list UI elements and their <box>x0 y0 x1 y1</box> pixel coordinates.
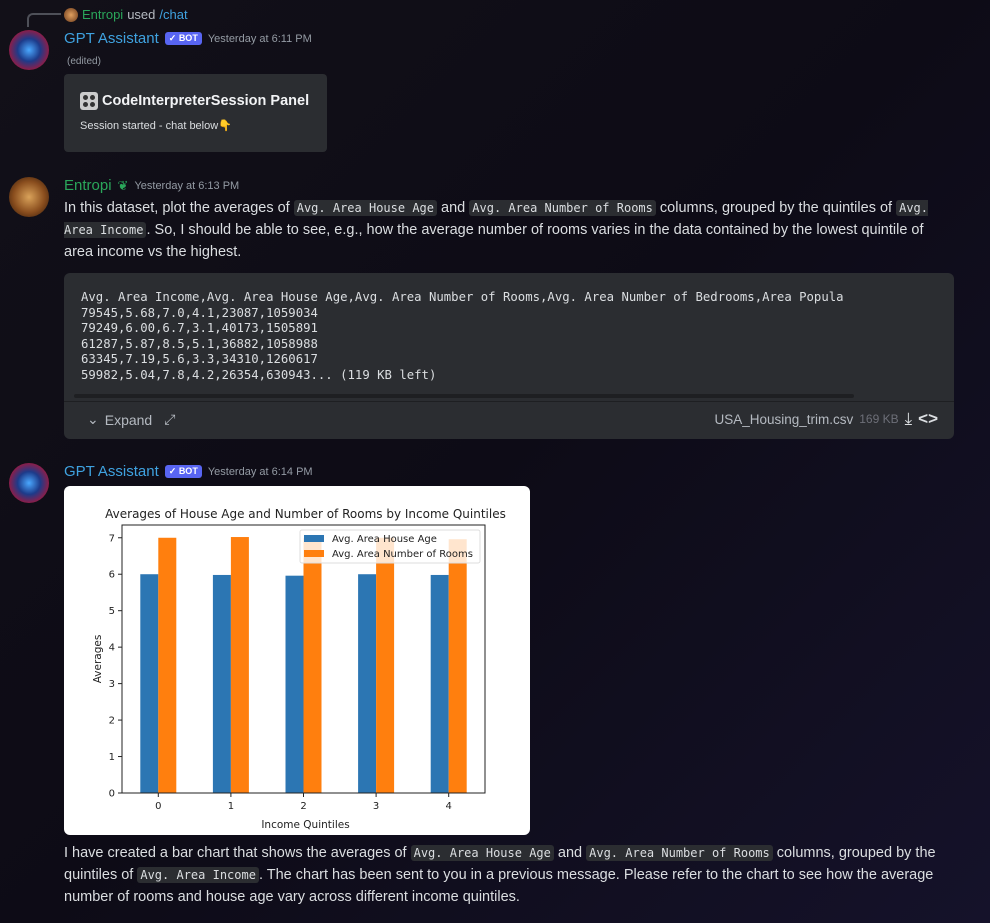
bar-1-0 <box>158 537 177 793</box>
bar-1-3 <box>376 537 395 793</box>
bar-0-4 <box>430 574 449 793</box>
plot-frame <box>121 524 486 794</box>
y-tick-label: 4 <box>109 643 115 654</box>
bar-1-4 <box>448 539 467 793</box>
chart-image[interactable]: Averages of House Age and Number of Room… <box>64 486 530 835</box>
y-tick-label: 0 <box>109 789 115 800</box>
x-tick-label: 0 <box>155 801 161 812</box>
expand-button[interactable]: ⌄ Expand ⤢ <box>87 411 176 428</box>
chart-title: Averages of House Age and Number of Room… <box>105 507 506 521</box>
csv-attachment: Avg. Area Income,Avg. Area House Age,Avg… <box>64 273 954 439</box>
legend-label: Avg. Area House Age <box>332 534 437 545</box>
sprout-icon: ❦ <box>117 177 129 193</box>
author-name[interactable]: GPT Assistant <box>64 30 159 47</box>
bot-badge: ✓ BOT <box>164 465 202 478</box>
file-name[interactable]: USA_Housing_trim.csv <box>714 411 854 427</box>
legend-box <box>299 529 481 564</box>
message-text: I have created a bar chart that shows th… <box>64 845 936 905</box>
reply-used: used <box>127 7 156 22</box>
legend-swatch <box>304 550 324 557</box>
expand-arrows-icon[interactable]: ⤢ <box>164 411 176 427</box>
horizontal-scrollbar[interactable] <box>74 394 854 398</box>
bar-0-2 <box>285 575 304 793</box>
csv-line: 79545,5.68,7.0,4.1,23087,1059034 <box>81 305 318 320</box>
download-icon[interactable]: ⤓ <box>904 409 913 428</box>
y-tick-label: 5 <box>109 606 115 617</box>
csv-preview: Avg. Area Income,Avg. Area House Age,Avg… <box>81 290 951 383</box>
user-mini-avatar <box>64 7 78 22</box>
x-tick-label: 2 <box>300 801 306 812</box>
y-tick-label: 1 <box>109 752 115 763</box>
bot-avatar[interactable] <box>9 463 49 503</box>
x-axis-label: Income Quintiles <box>261 819 349 831</box>
bar-0-1 <box>212 574 231 793</box>
reply-connector <box>27 13 61 27</box>
y-tick-label: 2 <box>109 716 115 727</box>
x-tick-label: 1 <box>228 801 234 812</box>
code-view-icon[interactable]: <> <box>918 409 938 428</box>
dice-icon <box>80 92 98 110</box>
embed-body: Session started - chat below <box>80 120 219 132</box>
timestamp: Yesterday at 6:14 PM <box>207 465 313 478</box>
reply-context: Entropi used /chat <box>64 7 188 22</box>
timestamp: Yesterday at 6:13 PM <box>134 179 240 192</box>
legend-label: Avg. Area Number of Rooms <box>332 549 473 560</box>
file-size: 169 KB <box>859 412 899 426</box>
message-text: In this dataset, plot the averages of Av… <box>64 200 928 260</box>
user-avatar[interactable] <box>9 177 49 217</box>
point-down-emoji: 👇 <box>218 120 232 132</box>
embed-title: CodeInterpreterSession Panel <box>102 93 310 109</box>
csv-line: 59982,5.04,7.8,4.2,26354,630943... (119 … <box>81 367 437 382</box>
chevron-down-icon: ⌄ <box>87 411 99 427</box>
y-axis-label: Averages <box>92 635 104 684</box>
reply-user[interactable]: Entropi <box>82 7 124 22</box>
bot-badge: ✓ BOT <box>164 32 202 45</box>
bar-0-3 <box>358 574 377 793</box>
csv-line: 61287,5.87,8.5,5.1,36882,1058988 <box>81 336 318 351</box>
csv-line: 63345,7.19,5.6,3.3,34310,1260617 <box>81 352 318 366</box>
y-tick-label: 3 <box>109 679 115 690</box>
timestamp: Yesterday at 6:11 PM <box>207 32 312 45</box>
bar-chart: Averages of House Age and Number of Room… <box>92 507 506 831</box>
author-name[interactable]: GPT Assistant <box>64 463 159 480</box>
reply-command[interactable]: /chat <box>159 7 188 22</box>
bot-avatar[interactable] <box>9 30 49 70</box>
legend-swatch <box>304 535 324 542</box>
bar-0-0 <box>140 574 159 793</box>
author-name[interactable]: Entropi <box>64 177 112 194</box>
csv-line: Avg. Area Income,Avg. Area House Age,Avg… <box>81 290 844 304</box>
y-tick-label: 6 <box>109 570 115 581</box>
y-tick-label: 7 <box>109 533 115 544</box>
bar-1-1 <box>230 537 249 793</box>
session-embed: CodeInterpreterSession Panel Session sta… <box>64 74 327 152</box>
edited-label: (edited) <box>67 56 101 67</box>
x-tick-label: 3 <box>373 801 379 812</box>
bar-1-2 <box>303 538 322 793</box>
csv-line: 79249,6.00,6.7,3.1,40173,1505891 <box>81 321 318 335</box>
x-tick-label: 4 <box>446 801 452 812</box>
